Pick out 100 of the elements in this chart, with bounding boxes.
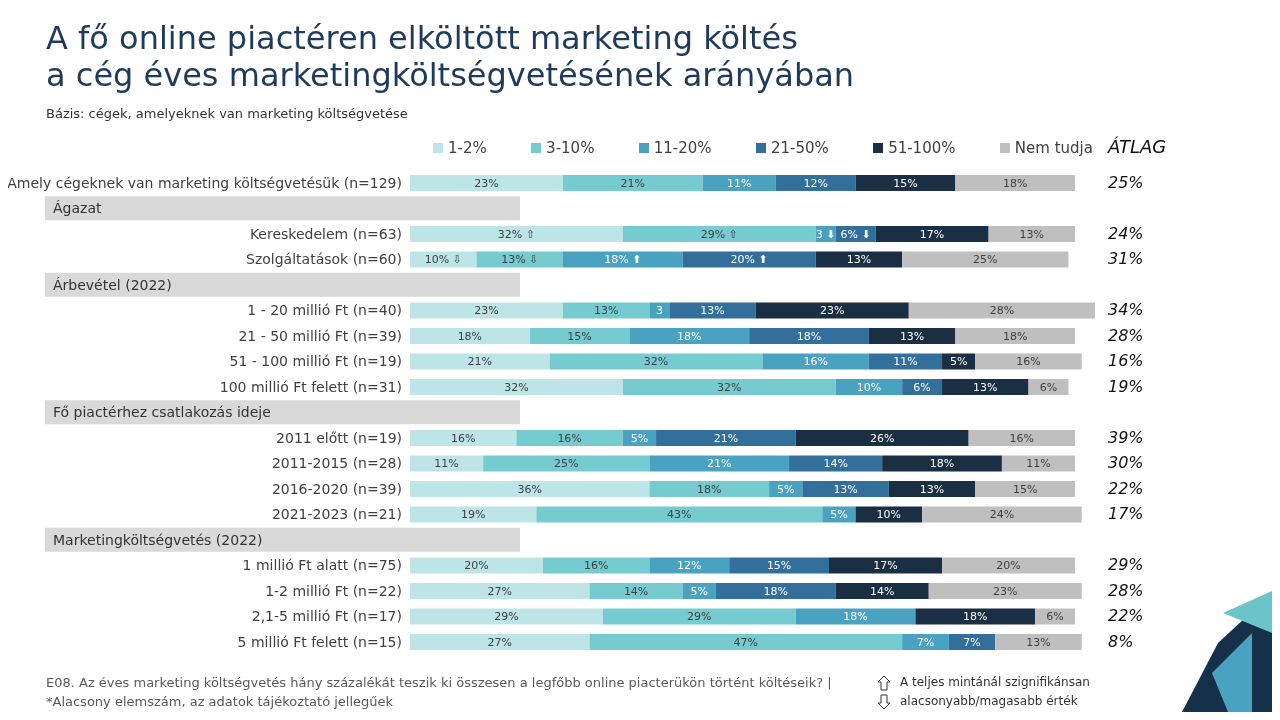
bar xyxy=(729,557,829,574)
bar xyxy=(410,175,563,191)
bar xyxy=(410,557,544,574)
data-label: 16% xyxy=(1016,355,1041,368)
data-label: 14% xyxy=(623,584,649,598)
y-tick-label: Amely cégeknek van marketing költségvetésük (n=129) xyxy=(7,174,402,191)
bar xyxy=(649,302,670,319)
bar xyxy=(955,175,1076,191)
data-label: 13% xyxy=(846,253,872,266)
text: E08. Az éves marketing költségvetés hány százalékát teszik ki összesen a legfőbb online piacterükön történt költéseik? | xyxy=(46,674,832,692)
bar xyxy=(868,328,956,344)
data-label: 29% xyxy=(494,610,519,623)
text: Bázis: cégek, amelyeknek van marketing költségvetése xyxy=(46,106,408,121)
bar xyxy=(476,251,563,268)
data-label: 25% xyxy=(554,457,579,470)
data-label: 16% xyxy=(557,431,582,445)
bar xyxy=(902,634,949,650)
data-label: 26% xyxy=(869,431,895,445)
data-label: 18% xyxy=(763,584,788,598)
bar xyxy=(656,430,796,446)
y-tick-label: 5 millió Ft felett (n=15) xyxy=(237,633,402,650)
bar xyxy=(975,353,1082,370)
bar xyxy=(828,557,943,574)
data-label: 17% xyxy=(873,559,898,572)
y-tick-label: 2011 előtt (n=19) xyxy=(276,429,402,446)
bar xyxy=(410,302,563,319)
data-label: 13% ⇩ xyxy=(501,253,539,266)
data-label: 5% xyxy=(830,508,848,521)
data-label: 18% xyxy=(1002,176,1028,190)
data-label: 13% xyxy=(593,304,619,317)
data-label: 28% xyxy=(989,304,1015,317)
text: 29% xyxy=(1108,554,1145,577)
data-label: 13% xyxy=(1019,227,1045,241)
text: 22% xyxy=(1108,605,1145,628)
bar xyxy=(622,379,836,395)
bar xyxy=(762,353,869,370)
bar xyxy=(775,175,856,191)
data-label: 18% ⬆ xyxy=(604,253,642,266)
data-label: 5% xyxy=(690,584,709,598)
data-label: 7% xyxy=(916,635,935,649)
text: 16% xyxy=(1108,350,1145,373)
data-label: 7% xyxy=(963,635,981,649)
data-label: 11% xyxy=(434,457,459,470)
data-label: 13% xyxy=(919,482,945,496)
data-label: 16% xyxy=(450,431,476,445)
bar xyxy=(715,583,836,599)
data-label: 10% xyxy=(856,380,882,394)
legend-label: 3-10% xyxy=(545,139,595,157)
data-label: 21% xyxy=(467,355,493,368)
data-label: 5% xyxy=(630,431,649,445)
legend-label: 21-50% xyxy=(769,139,829,157)
bar xyxy=(589,583,683,599)
bar xyxy=(975,481,1076,497)
bar xyxy=(835,583,929,599)
bar xyxy=(942,557,1076,574)
data-label: 13% xyxy=(700,304,725,317)
bar xyxy=(882,455,1002,472)
data-label: 18% xyxy=(677,329,702,343)
legend-label: 1-2% xyxy=(447,139,487,157)
text: Ágazat xyxy=(53,200,102,217)
legend-label: 51-100% xyxy=(887,139,956,157)
data-label: 18% xyxy=(963,610,988,623)
data-label: 21% xyxy=(707,457,732,470)
data-label: 12% xyxy=(677,559,702,572)
bar xyxy=(410,430,517,446)
data-label: 23% xyxy=(474,304,499,317)
text: 28% xyxy=(1108,324,1145,347)
bar xyxy=(649,557,730,574)
data-label: 18% xyxy=(843,610,868,623)
data-label: 10% xyxy=(876,508,902,521)
bar xyxy=(789,455,883,472)
data-label: 6% ⬇ xyxy=(840,227,871,241)
data-label: 12% xyxy=(803,176,828,190)
data-label: 18% xyxy=(457,329,483,343)
bar xyxy=(868,353,943,370)
data-label: 5% xyxy=(777,482,795,496)
data-label: 3 ⬇ xyxy=(815,227,836,241)
text: Árbevétel (2022) xyxy=(53,276,172,293)
bar xyxy=(795,430,969,446)
data-label: 47% xyxy=(733,635,759,649)
bar xyxy=(562,302,650,319)
bar xyxy=(908,302,1095,319)
bar xyxy=(928,583,1082,599)
text: *Alacsony elemszám, az adatok tájékoztató jellegűek xyxy=(46,693,395,711)
bar xyxy=(702,175,776,191)
data-label: 29% xyxy=(687,610,712,623)
data-label: 18% xyxy=(796,329,822,343)
data-label: 11% xyxy=(726,176,752,190)
data-label: 36% xyxy=(517,482,542,496)
data-label: 14% xyxy=(823,457,848,470)
y-tick-label: 1 - 20 millió Ft (n=40) xyxy=(247,302,402,319)
data-label: 24% xyxy=(989,508,1015,521)
data-label: 32% xyxy=(717,380,742,394)
data-label: 15% xyxy=(766,559,792,572)
bar xyxy=(795,608,916,625)
data-label: 6% xyxy=(1039,380,1058,394)
data-label: 16% xyxy=(583,559,609,572)
data-label: 20% xyxy=(464,559,489,572)
y-tick-label: Szolgáltatások (n=60) xyxy=(246,251,402,268)
data-label: 32% xyxy=(504,380,529,394)
